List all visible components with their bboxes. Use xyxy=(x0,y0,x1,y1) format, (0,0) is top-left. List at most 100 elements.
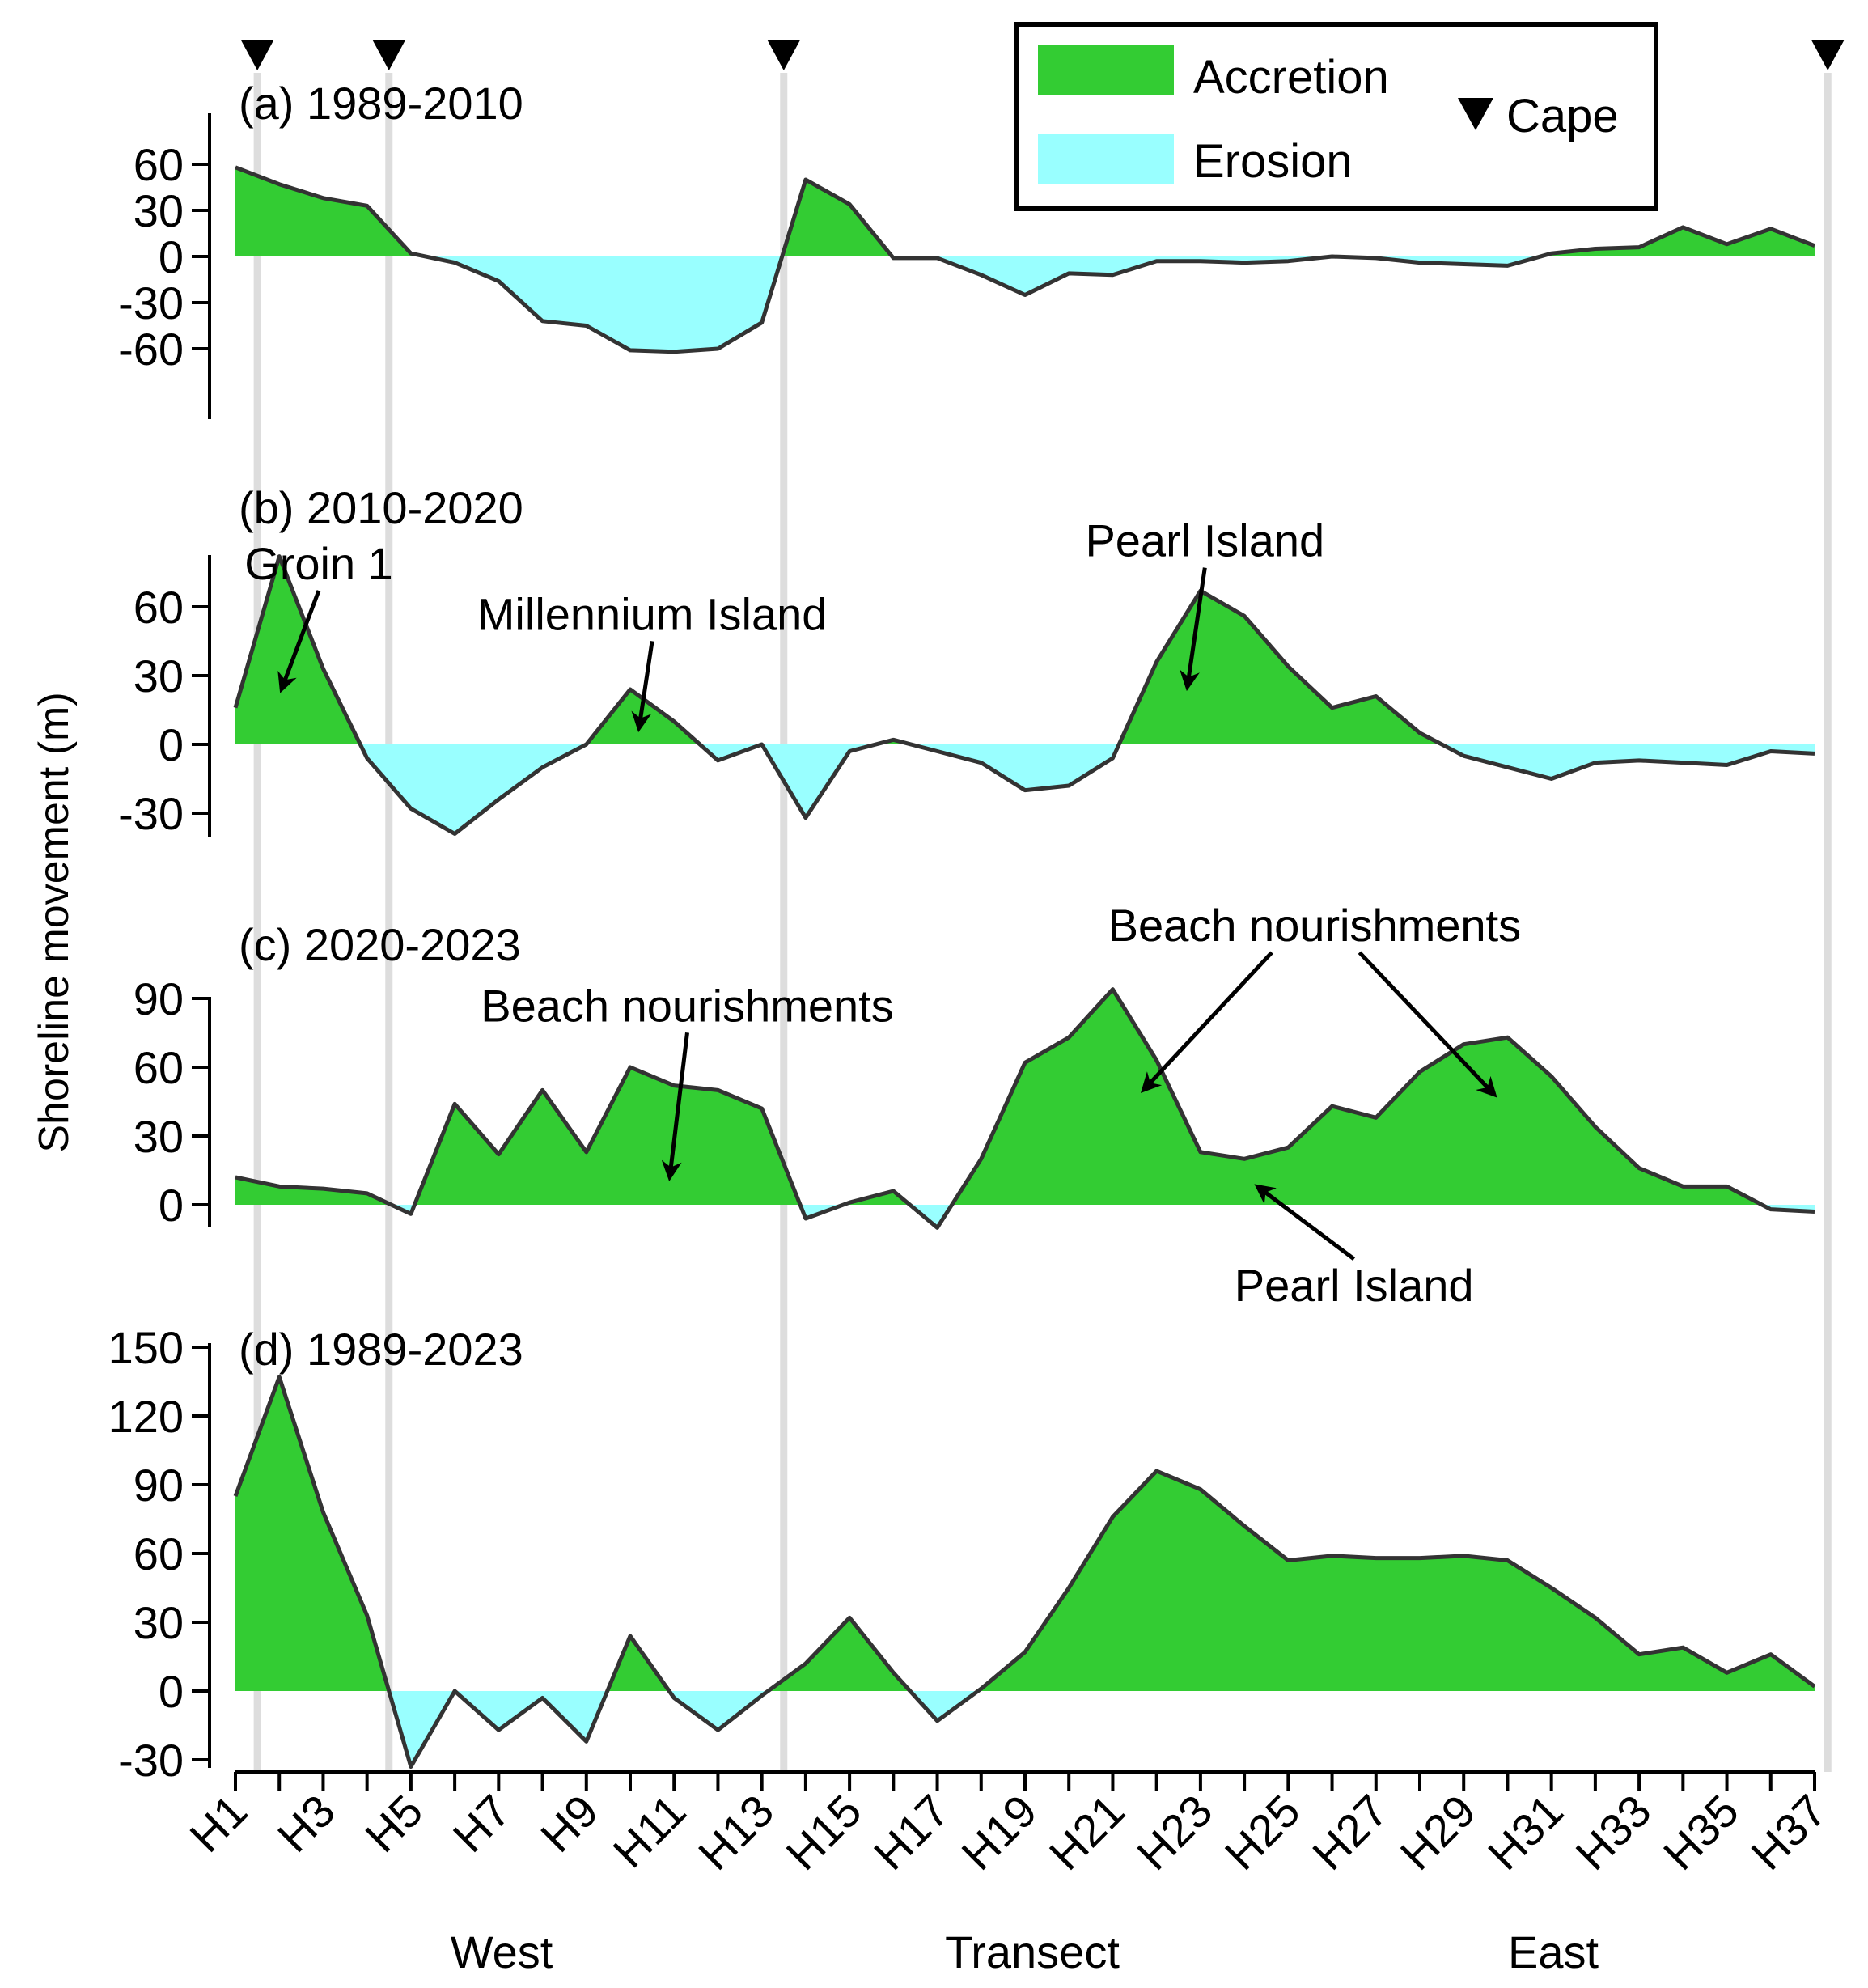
series-line-c xyxy=(235,987,1815,1230)
y-tick-label: -30 xyxy=(118,788,184,839)
annotation-arrow xyxy=(631,640,654,733)
y-tick-label: -30 xyxy=(118,278,184,329)
cape-marker-icon xyxy=(241,40,274,70)
x-tick-label: H29 xyxy=(1391,1785,1485,1880)
accretion-area xyxy=(782,180,892,256)
legend-cape-icon xyxy=(1458,98,1493,130)
accretion-area xyxy=(607,1636,670,1691)
annotation-label: Beach nourishments xyxy=(1108,900,1522,951)
panel-title-c: (c) 2020-2023 xyxy=(239,919,521,970)
x-tick-label: H5 xyxy=(355,1785,432,1862)
y-tick-label: 30 xyxy=(133,1597,184,1648)
erosion-area xyxy=(1442,744,1815,779)
annotation-arrow xyxy=(277,590,321,693)
accretion-area xyxy=(235,1177,392,1205)
annotation-arrow xyxy=(1180,567,1207,692)
y-tick-label: 60 xyxy=(133,1042,184,1093)
x-tick-label: H19 xyxy=(951,1785,1046,1880)
panel-title-d: (d) 1989-2023 xyxy=(239,1324,523,1375)
annotation-label: Pearl Island xyxy=(1085,515,1324,566)
x-tick-label: H25 xyxy=(1215,1785,1310,1880)
x-tick-label: H31 xyxy=(1478,1785,1573,1880)
legend-erosion-label: Erosion xyxy=(1193,135,1353,188)
legend-accretion-swatch xyxy=(1038,45,1174,95)
y-axis-title: Shoreline movement (m) xyxy=(31,692,78,1152)
annotation-arrow xyxy=(1254,1184,1356,1261)
x-axis-title: Transect xyxy=(945,1927,1120,1977)
x-tick-label: H35 xyxy=(1654,1785,1748,1880)
x-tick-label: H33 xyxy=(1565,1785,1660,1880)
annotation-label: Beach nourishments xyxy=(1108,900,1522,951)
accretion-area xyxy=(951,989,1762,1205)
accretion-area xyxy=(414,1067,801,1205)
x-tick-label: H23 xyxy=(1127,1785,1222,1880)
x-axis: H1 H3 H5 H7 H9H11H13H15H17H19H21H23H25H27H29… xyxy=(180,1770,1836,1880)
x-tick-label: H11 xyxy=(603,1785,695,1877)
legend: Accretion Erosion Cape xyxy=(1014,22,1658,211)
region-label-west: West xyxy=(451,1927,553,1977)
x-tick-label: H3 xyxy=(268,1785,345,1862)
series-line-b xyxy=(233,554,1815,836)
x-tick-label: H17 xyxy=(864,1785,959,1880)
panel-c: 90 60 30 0 (c) 2020-2023 Beach nourishments Be… xyxy=(133,900,1815,1311)
panel-d: 150 120 90 60 30 0 -30 (d) 1989-2023 xyxy=(108,1322,1816,1786)
accretion-area xyxy=(768,1617,910,1691)
annotation-arrow xyxy=(1358,951,1497,1098)
y-tick-label: 30 xyxy=(133,185,184,236)
x-tick-label: H37 xyxy=(1741,1785,1836,1880)
x-tick-label: H1 xyxy=(180,1785,256,1862)
region-label-east: East xyxy=(1508,1927,1599,1977)
erosion-area xyxy=(669,1691,769,1731)
annotation-label: Millennium Island xyxy=(477,588,828,639)
erosion-area xyxy=(761,744,876,818)
x-tick-label: H13 xyxy=(688,1785,783,1880)
erosion-area xyxy=(425,256,782,352)
accretion-area xyxy=(1119,591,1442,744)
panel-title-a: (a) 1989-2010 xyxy=(239,78,523,129)
legend-erosion-swatch xyxy=(1038,134,1174,184)
y-tick-label: -60 xyxy=(118,324,184,375)
y-tick-label: 90 xyxy=(133,1460,184,1511)
erosion-area xyxy=(892,256,1332,295)
y-tick-label: 120 xyxy=(108,1391,184,1442)
y-tick-label: 0 xyxy=(159,1180,184,1231)
annotation-label: Pearl Island xyxy=(1235,1260,1474,1311)
y-tick-label: 150 xyxy=(108,1322,184,1373)
x-tick-label: H27 xyxy=(1303,1785,1397,1880)
x-tick-label: H7 xyxy=(443,1785,520,1862)
cape-lines xyxy=(241,40,1845,1772)
erosion-area xyxy=(909,1691,978,1721)
x-tick-label: H15 xyxy=(776,1785,870,1880)
y-tick-label: 30 xyxy=(133,651,184,702)
erosion-area xyxy=(909,1205,952,1228)
y-tick-label: -30 xyxy=(118,1735,184,1786)
annotation-arrow xyxy=(1140,951,1273,1093)
erosion-area xyxy=(388,1691,455,1767)
cape-marker-icon xyxy=(1811,40,1845,70)
accretion-area xyxy=(235,1376,389,1691)
erosion-area xyxy=(455,1691,608,1742)
y-tick-label: 0 xyxy=(159,231,184,282)
annotation-label: Groin 1 xyxy=(244,538,393,589)
legend-accretion-label: Accretion xyxy=(1193,51,1389,104)
y-tick-label: 60 xyxy=(133,1528,184,1579)
accretion-area xyxy=(977,1471,1815,1691)
accretion-area xyxy=(235,167,426,256)
y-tick-label: 90 xyxy=(133,973,184,1024)
series-line-d xyxy=(233,1375,1816,1769)
y-tick-label: 60 xyxy=(133,582,184,633)
annotation-arrow xyxy=(661,1032,689,1181)
erosion-area xyxy=(911,744,1120,791)
x-tick-label: H9 xyxy=(531,1785,608,1862)
cape-marker-icon xyxy=(767,40,800,70)
y-tick-label: 0 xyxy=(159,1666,184,1717)
y-tick-label: 60 xyxy=(133,139,184,190)
y-tick-label: 0 xyxy=(159,719,184,770)
annotation-label: Beach nourishments xyxy=(481,980,894,1031)
series-line-a xyxy=(235,165,1815,354)
x-tick-label: H21 xyxy=(1040,1785,1134,1880)
